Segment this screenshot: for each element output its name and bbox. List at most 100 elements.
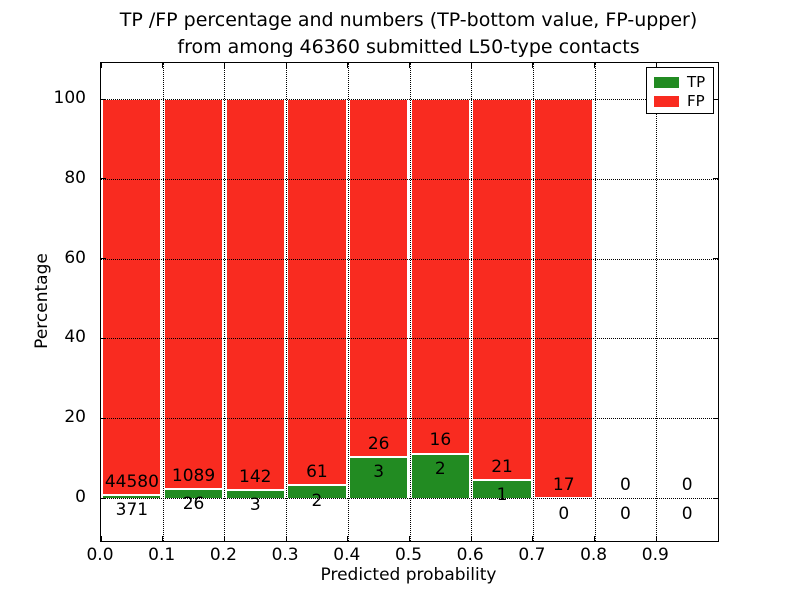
vertical-gridline (347, 63, 349, 541)
y-tick-left (101, 497, 106, 499)
tp-bar-segment (102, 494, 162, 498)
fp-bar-segment (410, 99, 470, 454)
fp-count-label: 0 (620, 474, 631, 495)
fp-count-label: 21 (491, 456, 513, 477)
chart-title-line1: TP /FP percentage and numbers (TP-bottom… (119, 9, 698, 31)
fp-legend-swatch (654, 95, 679, 107)
y-tick-left (101, 417, 106, 419)
y-tick-left (101, 178, 106, 180)
vertical-gridline (286, 63, 288, 541)
chart-title-line2: from among 46360 submitted L50-type cont… (177, 36, 640, 58)
x-tick-top (470, 63, 472, 68)
y-tick-right (713, 98, 718, 100)
fp-legend-label: FP (687, 92, 705, 110)
x-tick-top (347, 63, 349, 68)
x-tick-label: 0.0 (86, 545, 114, 565)
x-tick-top (409, 63, 410, 68)
fp-count-label: 44580 (104, 471, 159, 492)
vertical-gridline (224, 63, 226, 541)
tp-bar-segment (410, 453, 470, 498)
vertical-gridline (409, 63, 411, 541)
x-tick-label: 0.6 (456, 545, 484, 565)
fp-count-label: 1089 (171, 465, 216, 486)
tp-bar-segment (349, 456, 409, 498)
fp-bar-segment (349, 99, 409, 457)
horizontal-gridline (101, 418, 718, 420)
fp-count-label: 0 (681, 474, 693, 495)
vertical-gridline (162, 63, 164, 541)
vertical-gridline (471, 63, 473, 541)
fp-bar-segment (472, 99, 532, 480)
horizontal-gridline (101, 338, 718, 340)
tp-bar-segment (472, 479, 532, 498)
y-tick-label: 40 (64, 327, 86, 348)
y-tick-right (713, 178, 718, 180)
vertical-gridline (532, 63, 534, 541)
fp-bar-segment (225, 99, 285, 490)
x-tick-bottom (100, 536, 102, 541)
x-tick-top (532, 63, 534, 68)
x-tick-top (655, 63, 657, 68)
fp-count-label: 142 (239, 466, 272, 487)
tp-count-label: 2 (434, 459, 446, 480)
tp-count-label: 0 (681, 503, 693, 524)
tp-count-label: 3 (373, 462, 385, 483)
x-tick-bottom (532, 536, 534, 541)
x-tick-bottom (470, 536, 472, 541)
tp-legend-swatch (654, 76, 679, 88)
y-tick-right (713, 417, 718, 419)
tp-count-label: 26 (182, 494, 205, 515)
x-tick-label: 0.3 (271, 545, 299, 565)
fp-bar-segment (163, 99, 224, 489)
x-tick-label: 0.7 (518, 545, 546, 565)
tp-count-label: 371 (115, 500, 149, 521)
y-tick-label: 60 (64, 247, 86, 268)
legend: TP FP (646, 67, 714, 114)
x-tick-label: 0.1 (148, 545, 176, 565)
legend-entry-tp: TP (654, 73, 713, 91)
x-tick-bottom (162, 536, 164, 541)
x-tick-label: 0.5 (394, 545, 423, 565)
horizontal-gridline (101, 258, 718, 260)
tp-bar-segment (225, 489, 285, 498)
y-tick-left (101, 337, 106, 339)
x-tick-top (285, 63, 287, 68)
x-tick-bottom (409, 536, 410, 541)
tp-count-label: 2 (311, 490, 323, 511)
tp-bar-segment (163, 488, 224, 498)
y-tick-right (713, 258, 718, 260)
x-tick-top (223, 63, 225, 68)
fp-count-label: 26 (367, 433, 390, 454)
horizontal-gridline (101, 178, 718, 180)
x-tick-label: 0.4 (333, 545, 361, 565)
tp-count-label: 0 (620, 503, 631, 524)
x-tick-top (162, 63, 164, 68)
fp-count-label: 61 (306, 462, 328, 483)
y-tick-right (713, 337, 718, 339)
plot-area: 44580 371 1089 26 142 3 61 2 26 3 16 2 21 1 17 0 0 0 0 0 (100, 62, 719, 542)
fp-bar-segment (102, 99, 162, 495)
y-tick-label: 80 (64, 167, 86, 188)
x-tick-bottom (285, 536, 287, 541)
y-tick-label: 0 (75, 487, 86, 507)
legend-entry-fp: FP (654, 92, 713, 110)
y-tick-left (101, 98, 106, 100)
vertical-gridline (594, 63, 596, 541)
fp-count-label: 16 (429, 430, 452, 451)
fp-count-label: 17 (552, 474, 575, 495)
x-tick-label: 0.8 (580, 545, 608, 565)
fp-bar-segment (287, 99, 347, 486)
x-tick-label: 0.9 (641, 545, 669, 565)
tp-count-label: 3 (249, 495, 261, 516)
x-axis-label: Predicted probability (320, 565, 497, 585)
y-tick-left (101, 258, 106, 260)
y-tick-label: 100 (53, 88, 86, 108)
fp-bar-segment (534, 99, 594, 498)
x-tick-bottom (347, 536, 349, 541)
x-tick-top (594, 63, 596, 68)
vertical-gridline (656, 63, 658, 541)
horizontal-gridline (101, 498, 718, 499)
tp-bar-segment (287, 485, 347, 498)
x-tick-bottom (594, 536, 596, 541)
